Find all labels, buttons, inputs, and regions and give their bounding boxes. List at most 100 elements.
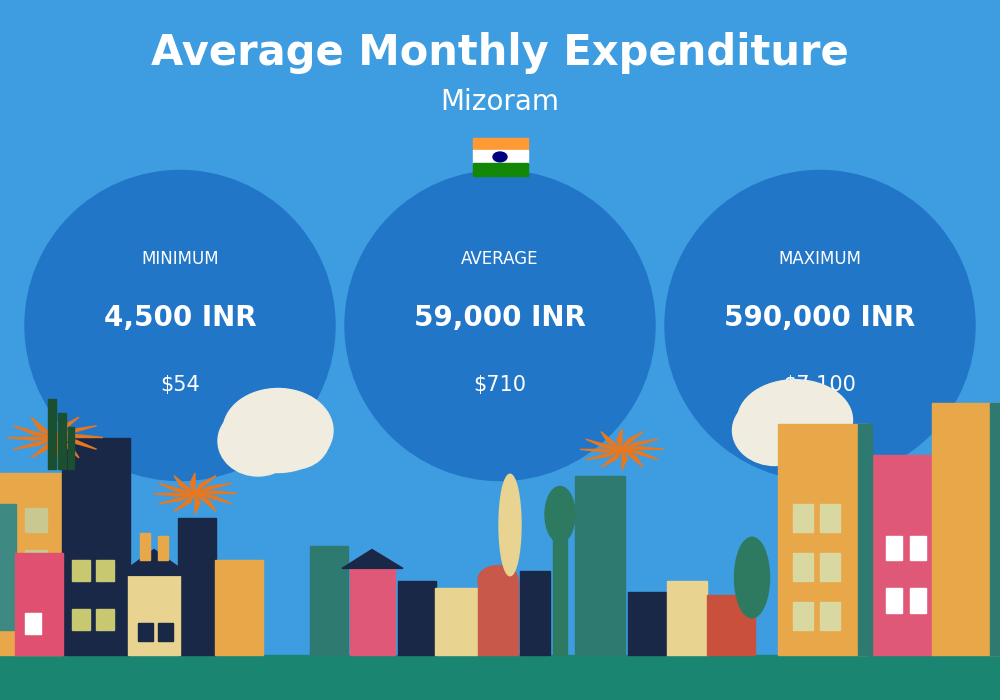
Bar (48, 399, 56, 469)
Bar (628, 592, 666, 654)
Bar (128, 574, 180, 655)
Polygon shape (601, 449, 622, 467)
Polygon shape (174, 494, 195, 511)
Polygon shape (7, 438, 55, 440)
Polygon shape (153, 494, 195, 496)
Bar (96, 609, 114, 630)
Bar (473, 138, 528, 150)
Bar (138, 623, 153, 640)
Polygon shape (586, 449, 622, 460)
Text: $54: $54 (160, 375, 200, 395)
Polygon shape (49, 414, 55, 438)
Text: Mizoram: Mizoram (440, 88, 560, 116)
Bar (0, 504, 16, 630)
Polygon shape (586, 439, 622, 449)
Polygon shape (159, 483, 195, 493)
Polygon shape (55, 438, 61, 461)
Ellipse shape (218, 406, 298, 476)
Bar (473, 150, 528, 163)
Bar (872, 455, 934, 654)
Text: 590,000 INR: 590,000 INR (724, 304, 916, 332)
Polygon shape (174, 476, 195, 494)
Polygon shape (195, 483, 231, 493)
Polygon shape (55, 438, 97, 449)
Bar (858, 424, 872, 654)
Ellipse shape (499, 475, 521, 575)
Bar (158, 536, 168, 560)
Circle shape (493, 152, 507, 162)
Bar (25, 550, 47, 574)
Ellipse shape (734, 538, 770, 618)
Polygon shape (580, 449, 622, 452)
Polygon shape (55, 426, 97, 438)
Bar (15, 553, 63, 654)
Text: 59,000 INR: 59,000 INR (414, 304, 586, 332)
Bar (398, 581, 436, 655)
Bar (820, 602, 840, 630)
Polygon shape (195, 476, 216, 494)
Ellipse shape (260, 406, 330, 469)
Bar (886, 588, 902, 612)
Bar (820, 553, 840, 581)
Polygon shape (622, 449, 643, 467)
Ellipse shape (665, 171, 975, 480)
Bar (25, 592, 47, 616)
Polygon shape (190, 473, 195, 494)
Bar (886, 536, 902, 560)
Polygon shape (195, 491, 237, 494)
Ellipse shape (478, 566, 518, 594)
Bar (910, 536, 926, 560)
Polygon shape (622, 447, 664, 449)
Polygon shape (159, 494, 195, 504)
Text: MINIMUM: MINIMUM (141, 250, 219, 268)
Polygon shape (195, 494, 200, 514)
Bar (178, 518, 216, 654)
Text: MAXIMUM: MAXIMUM (778, 250, 862, 268)
Bar (520, 570, 550, 655)
Text: 4,500 INR: 4,500 INR (104, 304, 256, 332)
Polygon shape (118, 550, 190, 575)
Text: $7,100: $7,100 (784, 375, 856, 395)
Polygon shape (622, 449, 658, 460)
Polygon shape (195, 494, 216, 511)
Bar (58, 413, 66, 469)
Bar (310, 546, 348, 654)
Polygon shape (622, 432, 643, 449)
Bar (473, 163, 528, 176)
Bar (72, 560, 90, 581)
Polygon shape (195, 494, 231, 504)
Bar (72, 609, 90, 630)
Polygon shape (13, 426, 55, 438)
Bar (910, 588, 926, 612)
Bar (575, 476, 625, 654)
Bar (435, 588, 477, 654)
Bar (158, 623, 173, 640)
Ellipse shape (778, 395, 852, 462)
Polygon shape (13, 438, 55, 449)
Ellipse shape (738, 379, 852, 461)
Polygon shape (31, 417, 55, 438)
Bar (667, 581, 707, 655)
Bar (990, 402, 1000, 654)
Ellipse shape (25, 171, 335, 480)
Bar (932, 402, 1000, 654)
Ellipse shape (223, 389, 333, 473)
Bar (820, 504, 840, 532)
Polygon shape (55, 417, 79, 438)
Bar (793, 504, 813, 532)
Bar (140, 533, 150, 560)
Bar (350, 567, 395, 654)
Bar (62, 438, 130, 654)
Text: AVERAGE: AVERAGE (461, 250, 539, 268)
Bar (778, 424, 868, 654)
Ellipse shape (545, 486, 575, 542)
Polygon shape (622, 449, 627, 470)
Bar (68, 427, 74, 469)
Polygon shape (601, 432, 622, 449)
Text: $710: $710 (474, 375, 526, 395)
Bar (0, 654, 1000, 700)
Bar (707, 595, 755, 654)
Bar (215, 560, 263, 654)
Ellipse shape (732, 395, 818, 466)
Polygon shape (55, 438, 79, 458)
